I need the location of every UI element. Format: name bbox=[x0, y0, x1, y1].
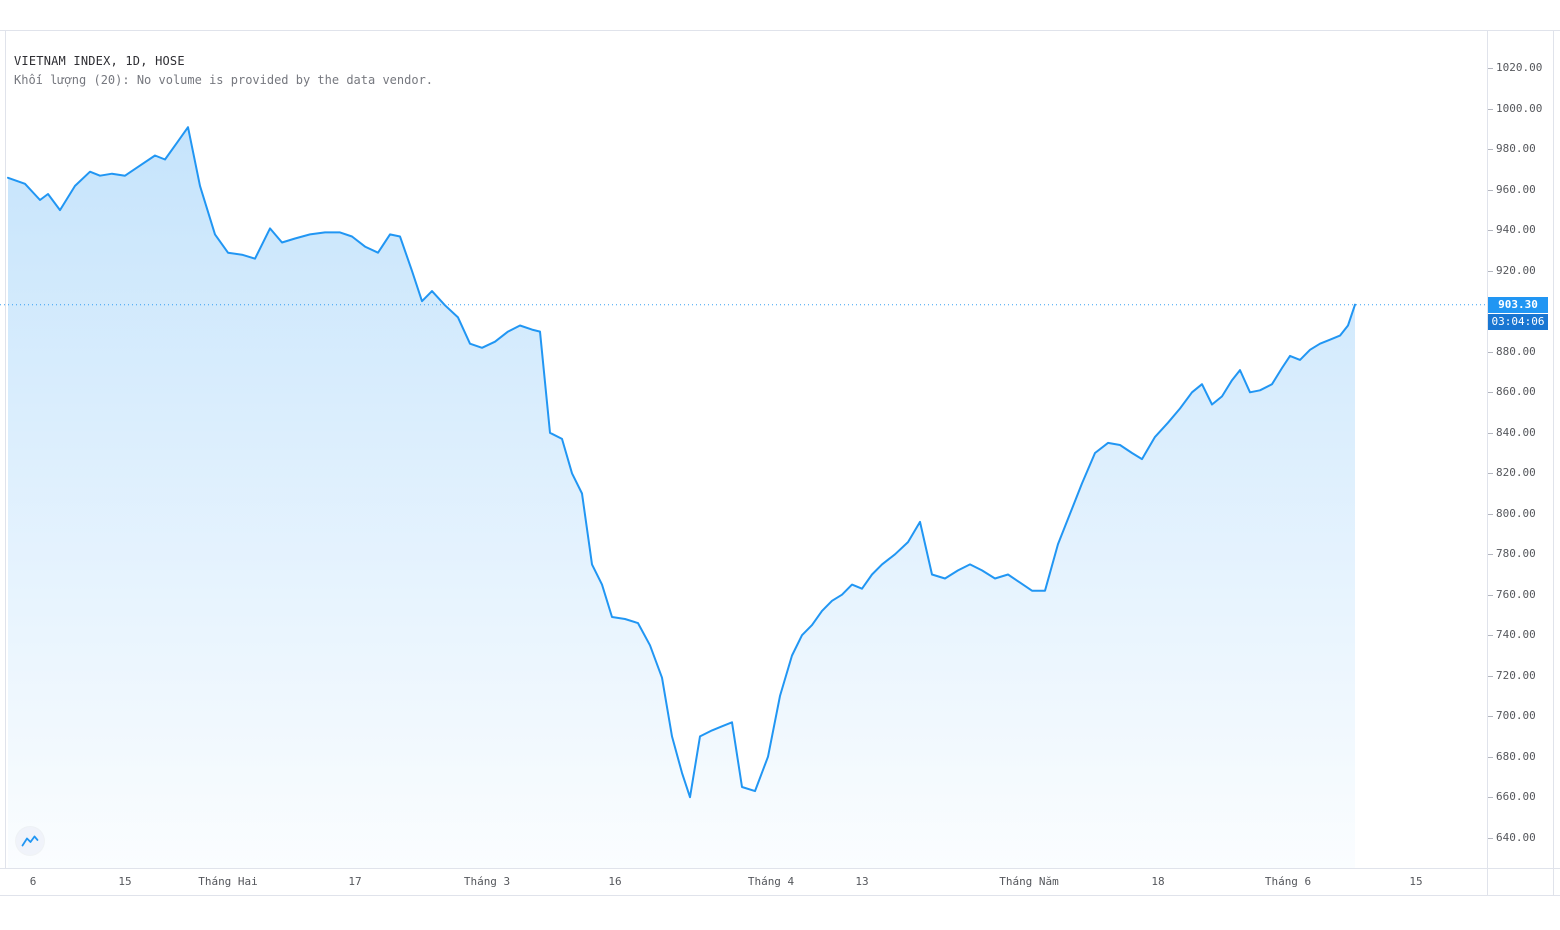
chart-pane[interactable]: VIETNAM INDEX, 1D, HOSE Khối lượng (20):… bbox=[0, 30, 1487, 868]
time-tick-label: 6 bbox=[29, 875, 37, 888]
pane-left-border bbox=[5, 30, 6, 868]
time-axis-bottom-border bbox=[0, 895, 1560, 896]
price-tick-label: 660.00 bbox=[1488, 790, 1536, 804]
symbol-legend[interactable]: VIETNAM INDEX, 1D, HOSE bbox=[14, 54, 185, 68]
price-tick-label: 720.00 bbox=[1488, 668, 1536, 682]
time-tick-label: Tháng 6 bbox=[1264, 875, 1312, 888]
price-tick-label: 640.00 bbox=[1488, 830, 1536, 844]
price-tick-label: 700.00 bbox=[1488, 709, 1536, 723]
legend: VIETNAM INDEX, 1D, HOSE Khối lượng (20):… bbox=[14, 54, 433, 87]
area-chart-logo-icon bbox=[21, 835, 39, 847]
price-tick-label: 800.00 bbox=[1488, 506, 1536, 520]
price-tick-label: 840.00 bbox=[1488, 425, 1536, 439]
price-tick-label: 680.00 bbox=[1488, 749, 1536, 763]
area-fill bbox=[8, 127, 1355, 868]
time-tick-label: 13 bbox=[855, 875, 869, 888]
price-tick-label: 920.00 bbox=[1488, 263, 1536, 277]
widget-right-border bbox=[1553, 30, 1554, 895]
time-tick-label: 15 bbox=[118, 875, 132, 888]
price-chart-svg bbox=[0, 126, 1487, 868]
price-tick-label: 820.00 bbox=[1488, 466, 1536, 480]
price-axis-separator bbox=[1487, 30, 1488, 895]
pane-top-border bbox=[0, 30, 1560, 31]
time-tick-label: 18 bbox=[1151, 875, 1165, 888]
price-tick-label: 960.00 bbox=[1488, 182, 1536, 196]
time-tick-label: Tháng 3 bbox=[463, 875, 511, 888]
price-tick-label: 1000.00 bbox=[1487, 101, 1543, 115]
time-tick-label: Tháng Hai bbox=[198, 875, 258, 888]
bar-countdown-badge: 03:04:06 bbox=[1488, 313, 1548, 330]
price-tick-label: 940.00 bbox=[1488, 223, 1536, 237]
bottom-strip bbox=[0, 896, 1560, 930]
volume-indicator-status: Khối lượng (20): No volume is provided b… bbox=[14, 73, 434, 87]
time-tick-label: Tháng 4 bbox=[747, 875, 795, 888]
price-tick-label: 760.00 bbox=[1488, 587, 1536, 601]
price-tick-label: 1020.00 bbox=[1487, 61, 1543, 75]
time-axis-separator bbox=[0, 868, 1560, 869]
price-tick-label: 860.00 bbox=[1488, 385, 1536, 399]
price-tick-label: 740.00 bbox=[1488, 628, 1536, 642]
price-tick-label: 780.00 bbox=[1488, 547, 1536, 561]
price-axis[interactable]: 903.30 03:04:06 1020.00 1000.00 980.00 960.… bbox=[1487, 0, 1560, 930]
tradingview-logo-button[interactable] bbox=[16, 827, 44, 855]
price-tick-label: 880.00 bbox=[1488, 344, 1536, 358]
time-tick-label: 16 bbox=[608, 875, 622, 888]
last-price-badge: 903.30 bbox=[1488, 296, 1548, 313]
time-tick-label: Tháng Năm bbox=[999, 875, 1059, 888]
time-axis[interactable]: 6 15 Tháng Hai 17 Tháng 3 16 Tháng 4 13 Tháng Nă… bbox=[0, 868, 1487, 895]
price-line-series bbox=[7, 126, 1356, 799]
time-tick-label: 17 bbox=[348, 875, 362, 888]
time-tick-label: 15 bbox=[1409, 875, 1423, 888]
price-tick-label: 980.00 bbox=[1488, 142, 1536, 156]
